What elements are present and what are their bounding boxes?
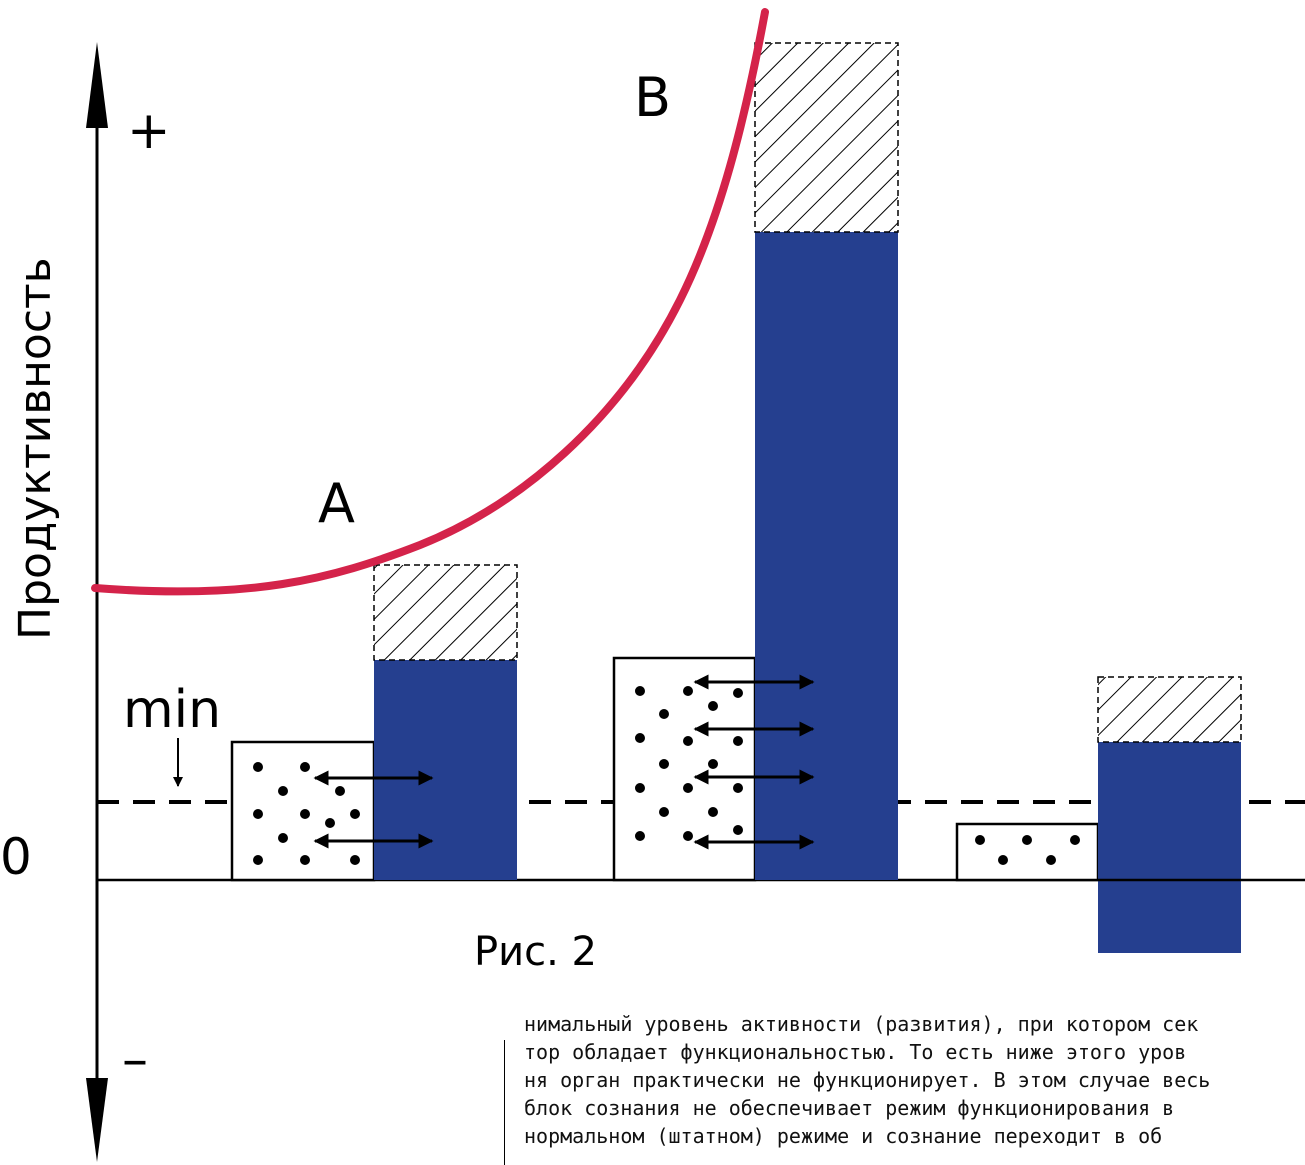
minus-label: –	[122, 1030, 148, 1090]
body-text-line: нормальном (штатном) режиме и сознание п…	[524, 1124, 1163, 1148]
body-text-line: ня орган практически не функционирует. В…	[524, 1068, 1211, 1092]
y-axis-label: Продуктивность	[10, 257, 61, 640]
zero-label: 0	[0, 828, 32, 886]
dots-box-3	[955, 822, 1100, 882]
body-text-line: нимальный уровень активности (развития),…	[524, 1012, 1199, 1036]
curve-label-b: B	[634, 66, 671, 129]
dots-3	[975, 835, 1080, 865]
blue-bar-3	[1098, 742, 1241, 953]
blue-bar-2	[755, 232, 898, 880]
y-axis-down-arrowhead	[86, 1078, 108, 1162]
y-axis-up-arrowhead	[86, 42, 108, 128]
hatched-box-2	[754, 42, 899, 233]
body-text-line: блок сознания не обеспечивает режим функ…	[524, 1096, 1175, 1120]
plus-label: +	[127, 101, 171, 161]
text-column-rule	[504, 1040, 505, 1165]
group-1	[230, 564, 518, 882]
dots-2	[635, 686, 743, 841]
group-2	[612, 42, 899, 882]
dots-1	[253, 762, 360, 865]
growth-curve	[91, 8, 769, 596]
figure-caption: Рис. 2	[474, 929, 597, 975]
body-text: нимальный уровень активности (развития),…	[524, 1010, 1305, 1150]
hatched-box-3	[1097, 676, 1242, 743]
blue-bar-1	[374, 660, 517, 880]
min-label: min	[123, 680, 221, 740]
curve-label-a: A	[318, 472, 355, 535]
body-text-line: тор обладает функциональностью. То есть …	[524, 1040, 1187, 1064]
y-axis	[86, 42, 108, 1162]
group-3	[955, 676, 1242, 953]
hatched-box-1	[373, 564, 518, 661]
